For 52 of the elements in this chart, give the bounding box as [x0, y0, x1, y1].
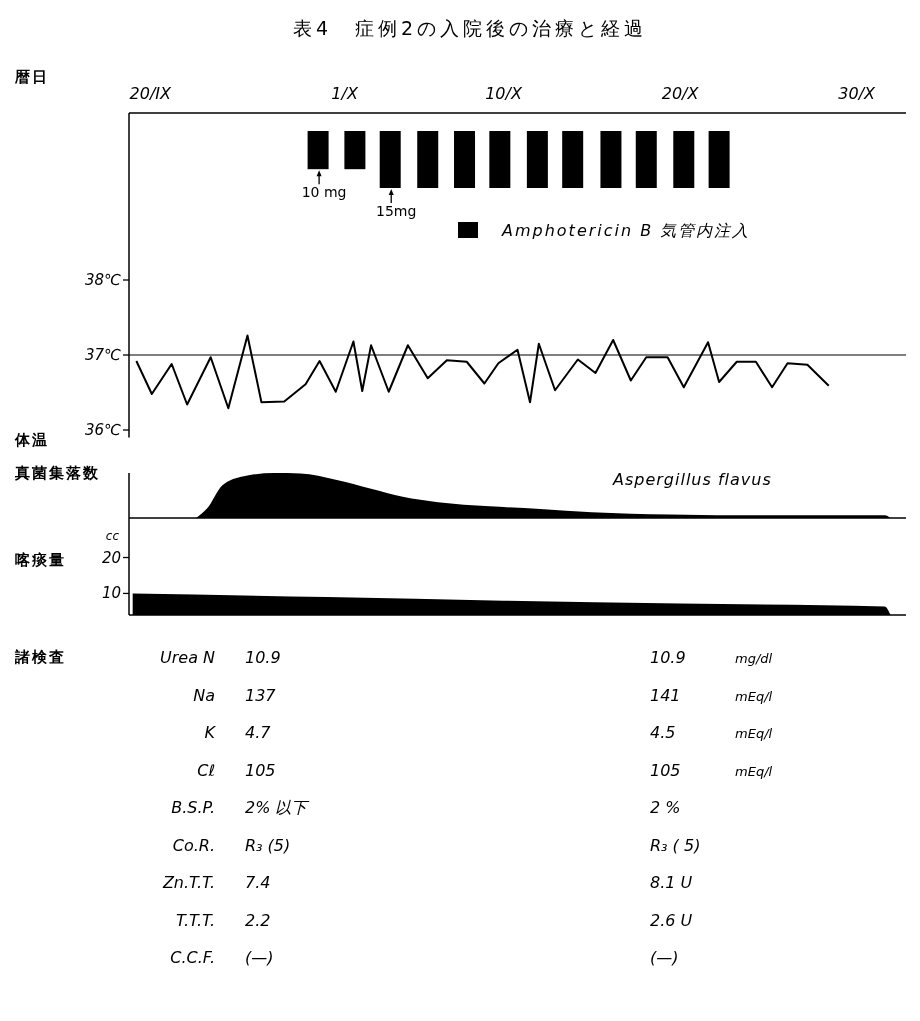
x-tick-label: 1/X [331, 84, 359, 103]
text: 141 [650, 685, 681, 705]
y-axis-title: 喀痰量 [15, 551, 66, 569]
text: (—) [650, 948, 679, 967]
y-tick-label: 10 [101, 584, 121, 603]
text: mg/dl [735, 651, 773, 666]
x-tick-label: 20/X [661, 84, 700, 103]
text: 105 [245, 760, 276, 780]
y-tick-label: 37℃ [85, 346, 122, 364]
annotation: 15mg [376, 203, 417, 219]
x-axis-title: 暦日 [14, 68, 49, 86]
y-tick-label: 38℃ [85, 271, 122, 289]
annotation: 10 mg [301, 184, 347, 201]
x-tick-label: 20/IX [129, 84, 173, 103]
chart-title: 表4 症例2の入院後の治療と経過 [292, 17, 648, 39]
legend-label: Amphotericin B 気管内注入 [501, 221, 751, 240]
text: 137 [245, 685, 276, 705]
category-label: Urea N [160, 648, 215, 667]
text: mEq/l [735, 688, 773, 704]
category-label: Cℓ [197, 760, 215, 780]
text: (—) [245, 948, 274, 967]
text: mEq/l [735, 763, 773, 779]
text: 2 % [650, 798, 681, 817]
category-label: K [204, 723, 215, 742]
text: R₃ ( 5) [650, 835, 701, 855]
series-label: Aspergillus flavus [612, 470, 772, 489]
text: 4.5 [650, 723, 676, 742]
text: 2.2 [245, 910, 271, 930]
text: 7.4 [245, 873, 271, 892]
category-label: B.S.P. [171, 798, 215, 817]
y-axis-title: 体温 [14, 431, 49, 449]
text: 諸検査 [14, 648, 66, 666]
text: mEq/l [735, 726, 773, 741]
text: 2.6 U [650, 910, 693, 930]
y-axis-title: 真菌集落数 [14, 464, 100, 482]
category-label: Na [193, 685, 215, 705]
category-label: C.C.F. [170, 948, 215, 967]
text: 8.1 U [650, 873, 693, 892]
x-tick-label: 30/X [838, 84, 877, 103]
text: 4.7 [245, 723, 271, 742]
text: 10.9 [245, 648, 281, 667]
text: cc [105, 529, 120, 543]
x-tick-label: 10/X [485, 84, 523, 103]
category-label: Zn.T.T. [162, 873, 215, 892]
text: 105 [650, 760, 681, 780]
text: R₃ (5) [245, 835, 291, 855]
category-label: Co.R. [172, 835, 215, 855]
text: 2% 以下 [245, 798, 308, 817]
text: 10.9 [650, 648, 686, 667]
y-tick-label: 36℃ [85, 421, 122, 439]
category-label: T.T.T. [176, 910, 215, 930]
y-tick-label: 20 [101, 548, 121, 567]
